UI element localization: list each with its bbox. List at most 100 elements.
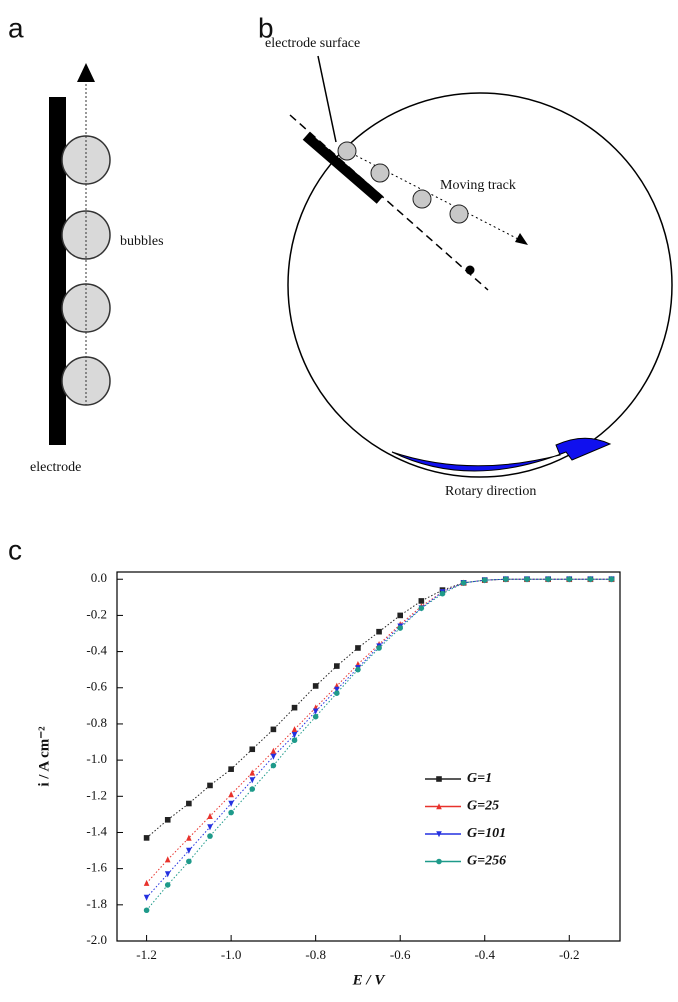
legend-marker <box>436 803 442 810</box>
panel-label: b <box>258 12 274 43</box>
data-point <box>228 809 234 816</box>
data-point <box>228 791 234 798</box>
diagram-b: electrode surface Moving track Rotary di… <box>265 36 673 499</box>
data-point <box>249 777 256 784</box>
data-point <box>164 871 171 878</box>
y-tick-label: -1.4 <box>86 823 107 838</box>
y-tick-label: -2.0 <box>86 932 107 947</box>
track-label: Moving track <box>440 178 516 193</box>
data-point <box>333 663 340 669</box>
data-point <box>270 753 277 760</box>
panel-label: c <box>8 534 22 565</box>
x-tick-label: -0.6 <box>390 947 411 962</box>
data-point <box>418 605 425 611</box>
x-tick-label: -1.2 <box>136 947 157 962</box>
data-point <box>587 576 594 583</box>
data-point <box>376 628 382 635</box>
rotor <box>287 92 673 478</box>
bubble <box>337 141 357 161</box>
data-point <box>481 577 488 583</box>
data-point <box>291 704 298 711</box>
data-point <box>355 666 361 673</box>
y-tick-label: -0.6 <box>86 679 107 694</box>
series-line <box>146 578 612 884</box>
rotation-label: Rotary direction <box>445 484 536 499</box>
y-tick-label: -1.8 <box>86 896 107 911</box>
arrow-head <box>515 233 528 245</box>
data-point <box>270 762 277 769</box>
data-point <box>270 747 277 754</box>
legend-label: G=256 <box>467 854 506 869</box>
rotation-arrow <box>391 437 612 472</box>
data-point <box>545 576 551 583</box>
series-line <box>146 578 612 898</box>
data-point <box>143 835 150 841</box>
data-point <box>186 834 192 841</box>
y-tick-label: -1.0 <box>86 751 107 766</box>
data-point <box>228 766 234 772</box>
electrode-label: electrode <box>30 460 81 475</box>
x-tick-label: -0.8 <box>305 947 326 962</box>
electrode <box>302 132 384 204</box>
y-axis-title: i / A cm⁻² <box>36 726 52 787</box>
series-line <box>146 578 612 911</box>
panel-label: a <box>8 12 24 43</box>
data-point <box>249 746 256 753</box>
data-point <box>291 726 298 733</box>
data-point <box>333 690 340 696</box>
legend-marker <box>436 776 442 782</box>
data-point <box>207 812 213 819</box>
x-tick-label: -0.2 <box>559 947 580 962</box>
x-tick-label: -0.4 <box>474 947 495 962</box>
data-point <box>608 576 615 583</box>
y-tick-label: -0.4 <box>86 643 107 658</box>
data-point <box>524 576 530 583</box>
data-point <box>207 833 213 839</box>
data-point <box>249 769 256 776</box>
legend-label: G=1 <box>467 771 492 786</box>
data-point <box>164 882 171 888</box>
legend-marker <box>436 831 442 838</box>
data-point <box>249 786 256 792</box>
bubble <box>412 189 432 209</box>
data-point <box>566 576 573 583</box>
legend-marker <box>436 858 442 865</box>
data-point <box>143 907 150 914</box>
data-point <box>207 824 213 831</box>
data-point <box>503 576 509 583</box>
data-point <box>164 856 171 863</box>
data-point <box>397 612 404 619</box>
data-point <box>312 708 319 715</box>
data-point <box>164 817 171 823</box>
data-point <box>207 782 213 789</box>
y-tick-label: -0.8 <box>86 715 107 730</box>
electrode <box>49 97 66 445</box>
data-point <box>376 645 382 651</box>
data-point <box>291 731 298 739</box>
pointer <box>317 55 337 143</box>
arrow-head <box>77 63 95 82</box>
data-point <box>355 645 361 651</box>
center <box>465 265 475 275</box>
y-tick-label: -1.6 <box>86 860 107 875</box>
diagram-a: bubbles electrode <box>30 63 164 475</box>
legend-label: G=101 <box>467 826 506 841</box>
legend-label: G=25 <box>467 799 499 814</box>
bubble <box>370 163 390 183</box>
data-point <box>186 800 192 807</box>
bubble <box>61 210 111 260</box>
x-tick-label: -1.0 <box>221 947 242 962</box>
data-point <box>143 894 150 901</box>
data-point <box>228 800 234 807</box>
data-point <box>291 737 298 744</box>
data-point <box>333 686 340 693</box>
y-tick-label: 0.0 <box>91 570 107 585</box>
data-point <box>460 580 467 586</box>
data-point <box>439 590 446 597</box>
surface-label: electrode surface <box>265 36 360 51</box>
data-point <box>312 713 319 720</box>
y-tick-label: -1.2 <box>86 787 107 802</box>
data-point <box>186 858 192 865</box>
plot-frame <box>116 571 621 942</box>
